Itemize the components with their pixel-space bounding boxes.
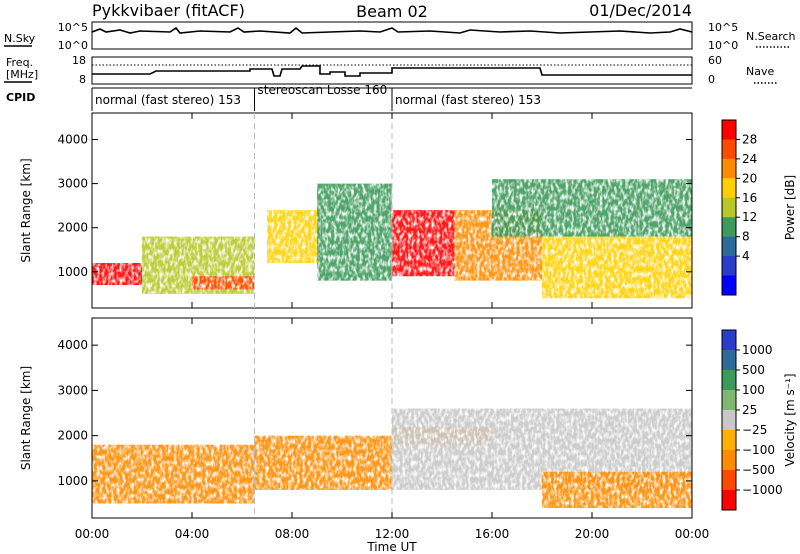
x-axis-label: Time UT: [366, 540, 417, 554]
y-tick-label: 1000: [57, 474, 88, 488]
y-tick-label: 4000: [57, 132, 88, 146]
colorbar-swatch: [722, 390, 736, 411]
y-tick-label: 4000: [57, 338, 88, 352]
x-tick-label: 00:00: [75, 527, 110, 541]
colorbar-swatch: [722, 197, 736, 218]
cpid-label: CPID: [6, 91, 35, 104]
freq-label-1: Freq.: [6, 56, 33, 69]
colorbar-frame: [721, 119, 737, 296]
power-axes: 1000 2000 3000 4000 Slant Range [km]: [19, 113, 693, 308]
x-tick-label: 12:00: [375, 527, 410, 541]
colorbar-tick-label: 25: [742, 403, 757, 417]
colorbar-swatch: [722, 370, 736, 391]
colorbar-swatch: [722, 178, 736, 199]
cpid-segment-label: normal (fast stereo) 153: [95, 93, 241, 107]
colorbar-swatch: [722, 236, 736, 257]
y-axis-label: Slant Range [km]: [19, 366, 33, 470]
colorbar-tick-label: 8: [742, 230, 750, 244]
freq-panel: [91, 56, 693, 85]
colorbar-swatch: [722, 430, 736, 451]
freq-tick-top: 18: [72, 54, 86, 67]
y-tick-label: 1000: [57, 265, 88, 279]
colorbar-swatch: [722, 330, 736, 351]
nave-tick-bottom: 0: [708, 73, 715, 86]
power-colorbar: 28 24 20 16 12 8 4 Power [dB]: [721, 119, 797, 296]
date-title: 01/Dec/2014: [589, 1, 692, 20]
nsky-label: N.Sky: [4, 32, 36, 45]
colorbar-label: Power [dB]: [783, 175, 797, 240]
x-tick-label: 04:00: [175, 527, 210, 541]
velocity-axes: 1000 2000 3000 4000 Slant Range [km]: [19, 318, 693, 518]
colorbar-tick-label: −500: [742, 463, 775, 477]
nsearch-tick-top: 10^5: [708, 21, 738, 34]
nsky-tick-top: 10^5: [58, 21, 88, 34]
colorbar-swatch: [722, 275, 736, 296]
nave-tick-top: 60: [708, 54, 722, 67]
colorbar-swatch: [722, 490, 736, 511]
x-tick-label: 16:00: [475, 527, 510, 541]
colorbar-tick-label: −100: [742, 443, 775, 457]
x-tick-label: 00:00: [675, 527, 710, 541]
colorbar-tick-label: 12: [742, 210, 757, 224]
colorbar-tick-label: 24: [742, 152, 757, 166]
colorbar-tick-label: 1000: [742, 343, 773, 357]
colorbar-swatch: [722, 120, 736, 140]
colorbar-tick-label: 4: [742, 249, 750, 263]
cpid-band: normal (fast stereo) 153 stereoscan Losse…: [91, 83, 692, 111]
colorbar-tick-label: −1000: [742, 483, 783, 497]
colorbar-tick-label: −25: [742, 423, 767, 437]
colorbar-label: Velocity [m s⁻¹]: [783, 373, 797, 466]
colorbar-tick-label: 100: [742, 383, 765, 397]
colorbar-swatch: [722, 450, 736, 471]
colorbar-swatch: [722, 410, 736, 431]
colorbar-swatch: [722, 350, 736, 371]
colorbar-swatch: [722, 217, 736, 238]
nsearch-label: N.Search: [746, 30, 796, 43]
beam-title: Beam 02: [356, 2, 428, 21]
colorbar-swatch: [722, 158, 736, 179]
y-axis-label: Slant Range [km]: [19, 158, 33, 262]
time-axis: 00:00 04:00 08:00 12:00 16:00 20:00 00:00: [75, 527, 710, 541]
colorbar-swatch: [722, 256, 736, 277]
x-tick-label: 20:00: [575, 527, 610, 541]
colorbar-swatch: [722, 139, 736, 160]
freq-label-2: [MHz]: [6, 68, 38, 81]
colorbar-tick-label: 500: [742, 363, 765, 377]
colorbar-tick-label: 16: [742, 191, 757, 205]
y-tick-label: 3000: [57, 177, 88, 191]
nsearch-tick-bottom: 10^0: [708, 39, 738, 52]
nsky-panel: [91, 21, 693, 50]
nsky-tick-bottom: 10^0: [58, 39, 88, 52]
y-tick-label: 3000: [57, 383, 88, 397]
colorbar-tick-label: 20: [742, 171, 757, 185]
velocity-colorbar: 1000 500 100 25 −25 −100 −500 −1000 Velocity [m …: [721, 329, 797, 511]
y-tick-label: 2000: [57, 221, 88, 235]
cpid-segment-label: stereoscan Losse 160: [258, 83, 388, 97]
freq-tick-bottom: 8: [79, 73, 86, 86]
freq-trace: [92, 65, 692, 77]
station-title: Pykkvibaer (fitACF): [92, 1, 245, 20]
x-tick-label: 08:00: [275, 527, 310, 541]
colorbar-tick-label: 28: [742, 132, 757, 146]
y-tick-label: 2000: [57, 429, 88, 443]
cpid-segment-label: normal (fast stereo) 153: [395, 93, 541, 107]
nsky-trace: [91, 26, 693, 34]
colorbar-frame: [721, 329, 737, 511]
nave-label: Nave: [746, 65, 774, 78]
colorbar-swatch: [722, 470, 736, 491]
